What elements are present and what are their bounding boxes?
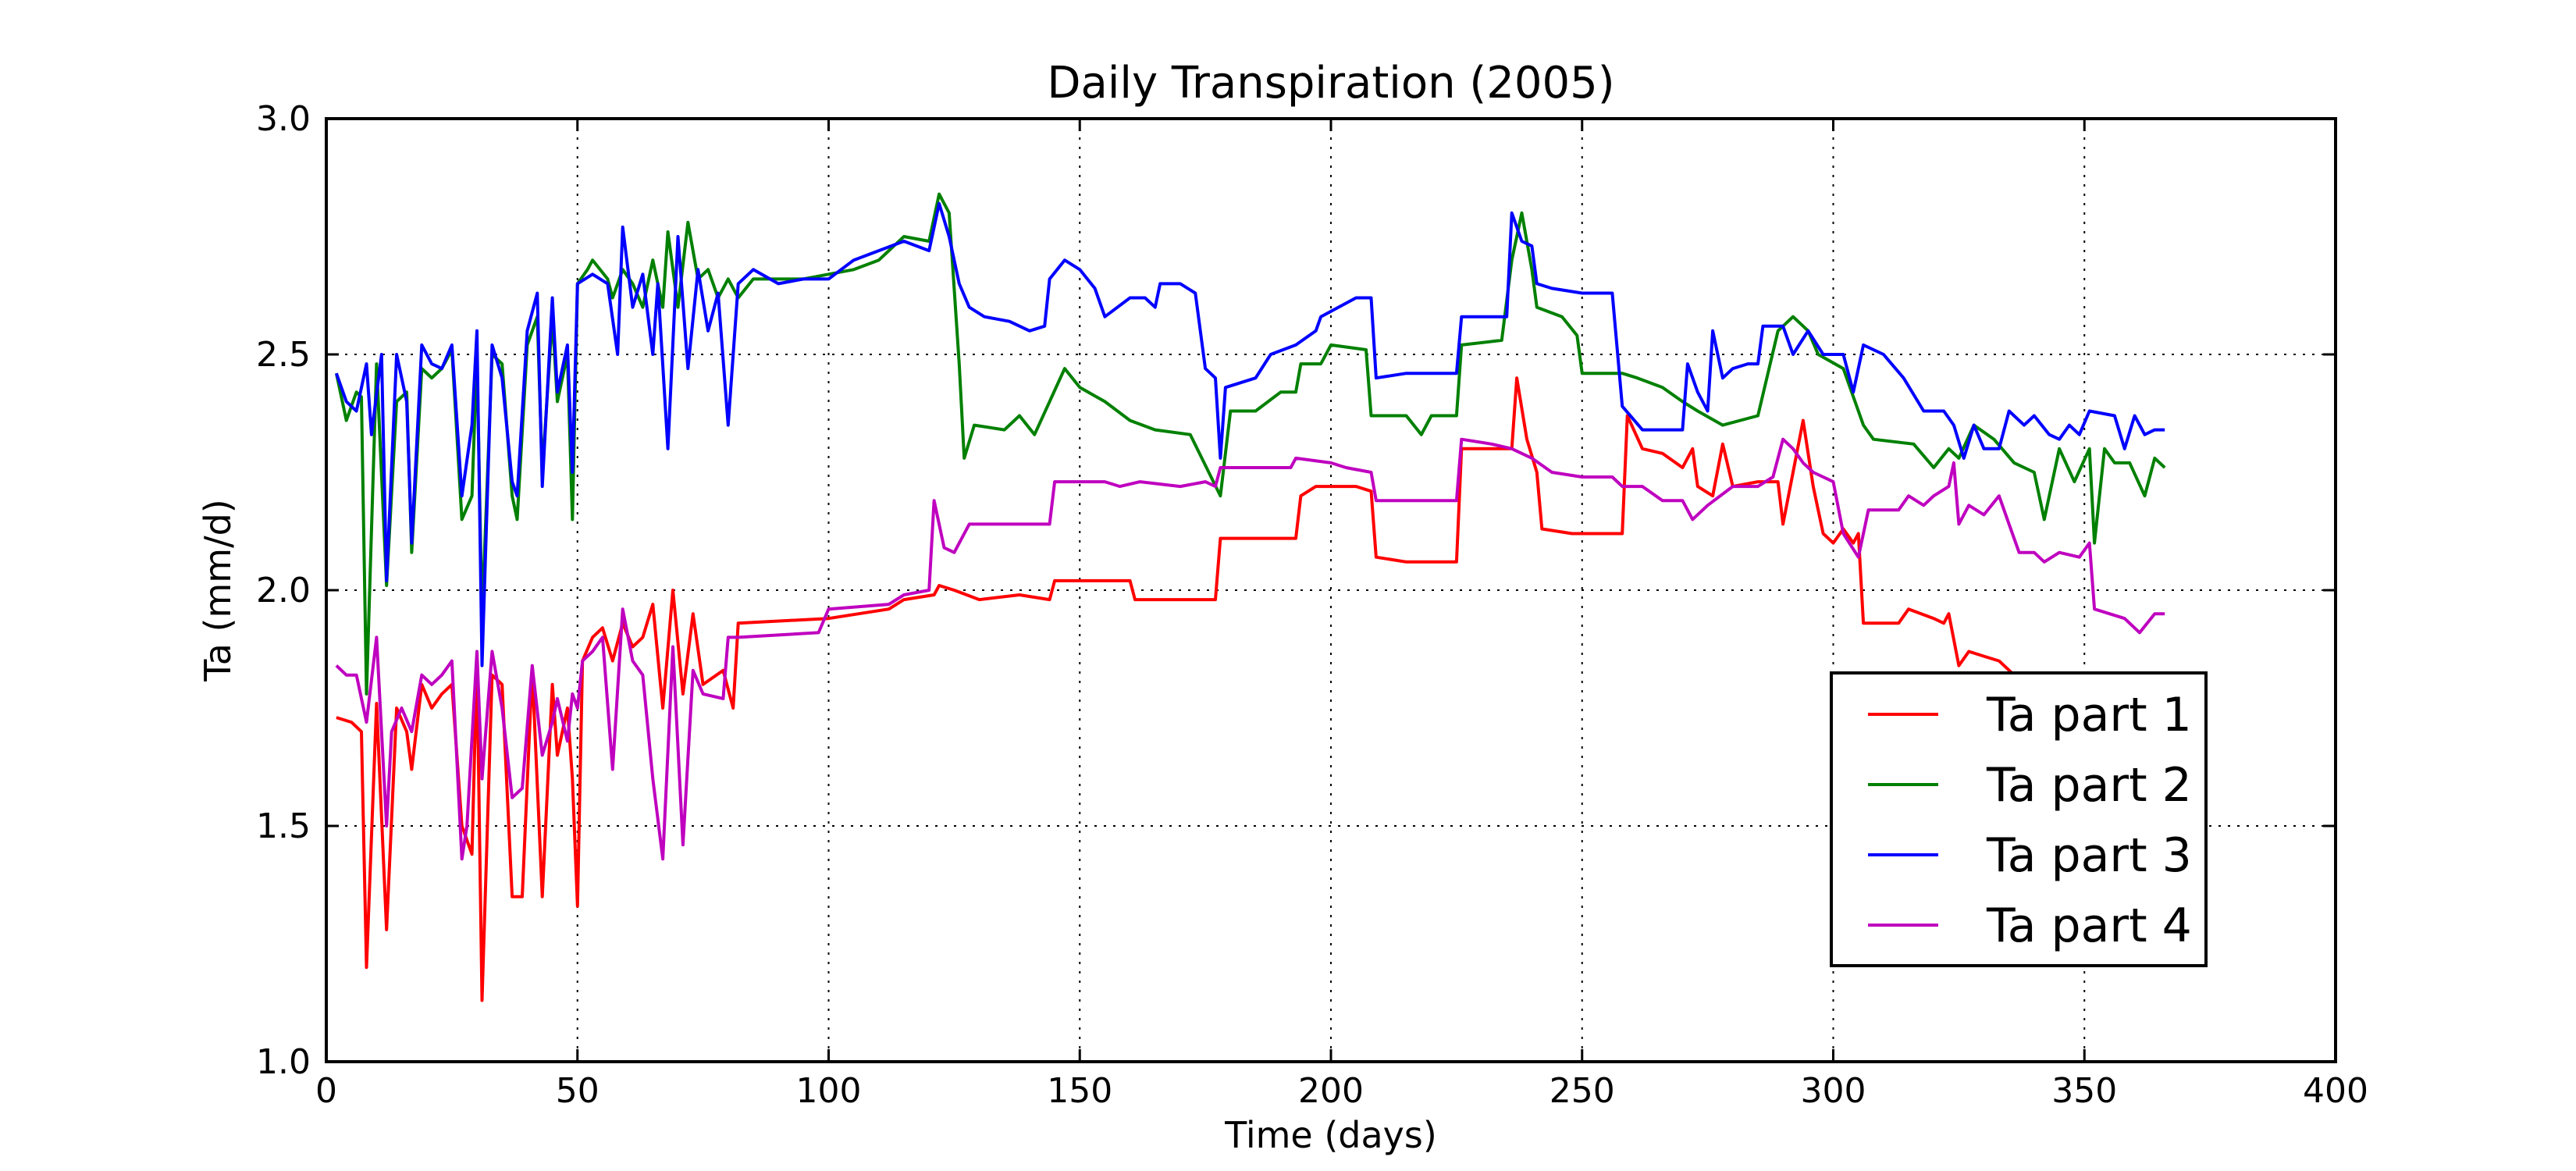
x-tick-label: 300 — [1801, 1071, 1866, 1111]
series-line-part-2 — [334, 192, 2166, 696]
x-tick-label: 250 — [1550, 1071, 1615, 1111]
x-tick-label: 50 — [556, 1071, 600, 1111]
legend-label-part-1: Ta part 1 — [1986, 688, 2192, 742]
x-tick-label: 350 — [2051, 1071, 2117, 1111]
series-lines — [334, 192, 2166, 1002]
series-line-part-1 — [336, 376, 2016, 1002]
x-tick-label: 400 — [2303, 1071, 2368, 1111]
axis-ticks: 0 50 100 150 200 250 300 350 400 1.0 1.5 2.0 2.5 3.0 — [256, 99, 2368, 1111]
x-tick-label: 200 — [1298, 1071, 1364, 1111]
legend-label-part-2: Ta part 2 — [1986, 758, 2192, 813]
x-tick-label: 150 — [1047, 1071, 1112, 1111]
y-axis-title: Ta (mm/d) — [197, 499, 239, 682]
legend-box — [1830, 671, 2208, 967]
x-axis-title: Time (days) — [1224, 1114, 1437, 1156]
chart-title: Daily Transpiration (2005) — [1047, 58, 1614, 109]
y-tick-label: 1.5 — [256, 806, 311, 846]
legend: Ta part 1 Ta part 2 Ta part 3 Ta part 4 — [1830, 671, 2208, 967]
legend-label-part-3: Ta part 3 — [1986, 828, 2192, 883]
x-tick-label: 0 — [315, 1071, 337, 1111]
x-tick-label: 100 — [796, 1071, 862, 1111]
y-tick-label: 3.0 — [256, 99, 311, 139]
y-tick-label: 2.0 — [256, 571, 311, 610]
grid-lines — [326, 119, 2336, 1062]
y-tick-label: 1.0 — [256, 1042, 311, 1082]
legend-label-part-4: Ta part 4 — [1986, 899, 2192, 953]
y-tick-label: 2.5 — [256, 335, 311, 375]
series-line-part-3 — [335, 201, 2165, 667]
series-line-part-4 — [335, 437, 2165, 861]
